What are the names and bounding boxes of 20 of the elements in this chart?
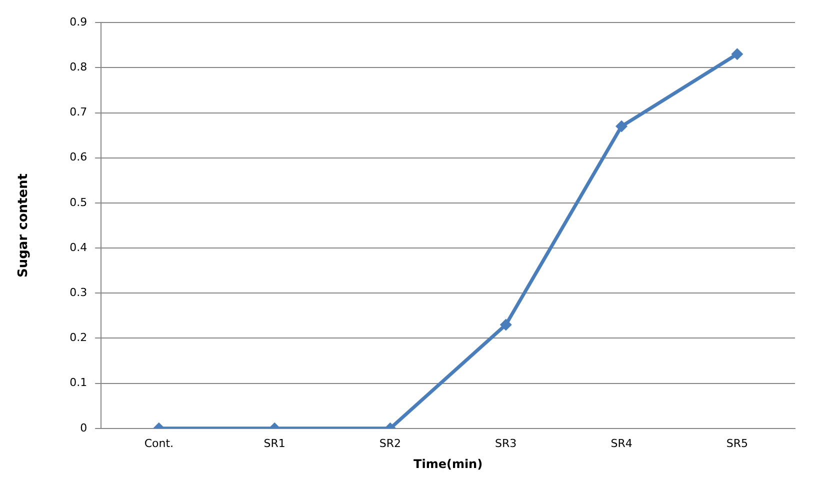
x-tick-label: SR2 [379,436,402,450]
point [616,120,628,132]
point [731,48,744,60]
y-tick-label: 0.3 [70,286,88,299]
y-tick-label: 0.8 [70,60,88,74]
y-tick-label: 0.6 [70,150,88,164]
y-tick-label: 0 [80,421,88,434]
x-tick-label: SR1 [264,436,286,450]
x-tick-label: SR3 [495,436,517,450]
y-tick-label: 0.1 [70,376,88,390]
x-tick-label: SR5 [726,436,748,450]
y-tick-label: 0.5 [70,196,88,209]
y-tick-label: 0.7 [70,106,88,119]
y-tick-label: 0.9 [70,15,88,28]
y-tick-label: 0.4 [70,240,88,254]
x-axis-title: Time(min) [414,456,483,471]
y-axis-title: Sugar content [16,173,32,278]
y-tick-label: 0.2 [70,331,88,344]
x-tick-label: SR4 [610,436,632,450]
x-tick-label: Cont. [144,436,174,450]
